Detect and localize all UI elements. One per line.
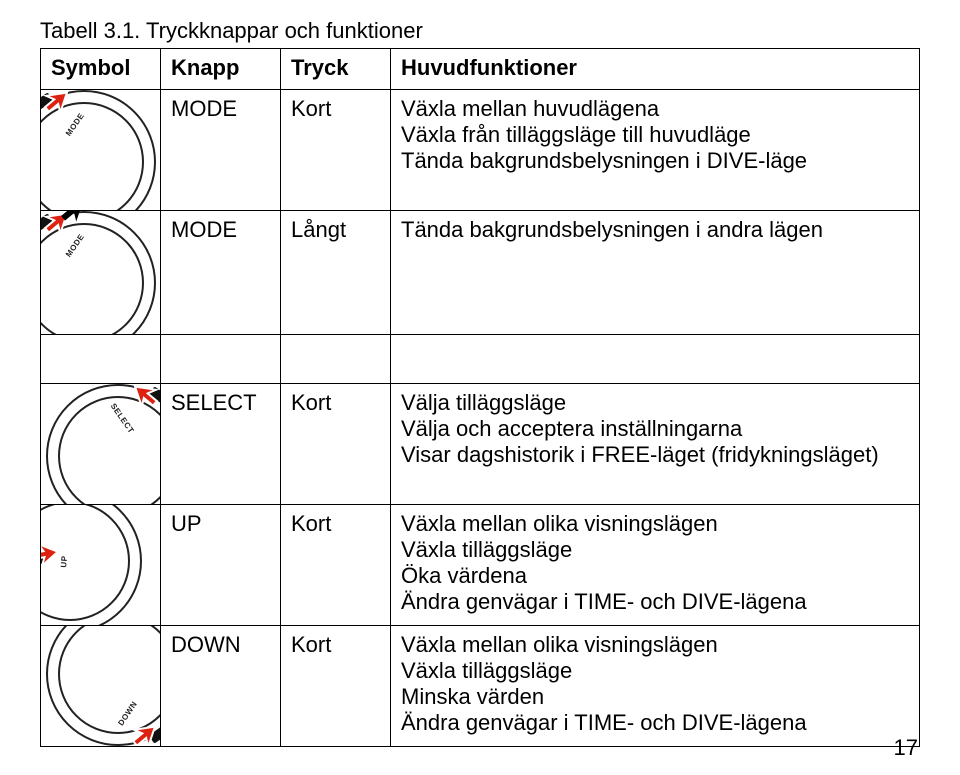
knapp-cell: MODE [161,211,281,335]
funcs-cell: Växla mellan olika visningslägen Växla t… [391,626,920,747]
up-button-icon: UP [48,509,154,621]
func-line: Växla tilläggsläge [401,658,909,684]
table-row: MODE MODE Kort Växla mellan huvudlägena … [41,90,920,211]
knapp-cell: MODE [161,90,281,211]
tryck-cell: Kort [281,384,391,505]
symbol-cell: SELECT [41,384,161,505]
table-row: DOWN DOWN Kort Växla mellan olika visnin… [41,626,920,747]
col-header-huvud: Huvudfunktioner [391,49,920,90]
col-header-knapp: Knapp [161,49,281,90]
func-line: Växla mellan huvudlägena [401,96,909,122]
funcs-cell: Växla mellan olika visningslägen Växla t… [391,505,920,626]
knapp-cell: DOWN [161,626,281,747]
func-line: Minska värden [401,684,909,710]
func-line: Tända bakgrundsbelysningen i andra lägen [401,217,909,243]
document-page: Tabell 3.1. Tryckknappar och funktioner … [0,0,960,747]
symbol-cell: MODE [41,211,161,335]
func-line: Växla från tilläggsläge till huvudläge [401,122,909,148]
select-button-icon: SELECT [48,388,154,500]
knapp-cell: SELECT [161,384,281,505]
func-line: Ändra genvägar i TIME- och DIVE-lägena [401,710,909,736]
table-row: UP UP Kort Växla mellan olika visningslä… [41,505,920,626]
page-number: 17 [894,735,918,761]
table-title: Tabell 3.1. Tryckknappar och funktioner [40,18,920,44]
mode-button-long-icon: MODE [48,215,154,327]
col-header-tryck: Tryck [281,49,391,90]
symbol-cell: MODE [41,90,161,211]
tryck-cell: Kort [281,505,391,626]
func-line: Visar dagshistorik i FREE-läget (fridykn… [401,442,909,468]
table-gap-row [41,335,920,384]
down-button-icon: DOWN [48,630,154,742]
funcs-cell: Tända bakgrundsbelysningen i andra lägen [391,211,920,335]
symbol-cell: DOWN [41,626,161,747]
func-line: Öka värdena [401,563,909,589]
mode-button-icon: MODE [48,94,154,206]
tryck-cell: Kort [281,90,391,211]
funcs-cell: Välja tilläggsläge Välja och acceptera i… [391,384,920,505]
symbol-cell: UP [41,505,161,626]
table-row: SELECT SELECT Kort Välja tilläggsläge Vä… [41,384,920,505]
col-header-symbol: Symbol [41,49,161,90]
functions-table: Symbol Knapp Tryck Huvudfunktioner MODE [40,48,920,747]
knapp-cell: UP [161,505,281,626]
table-row: MODE MODE Långt Tända bakgrundsbelysning… [41,211,920,335]
func-line: Växla mellan olika visningslägen [401,632,909,658]
func-line: Tända bakgrundsbelysningen i DIVE-läge [401,148,909,174]
table-header-row: Symbol Knapp Tryck Huvudfunktioner [41,49,920,90]
tryck-cell: Kort [281,626,391,747]
func-line: Växla tilläggsläge [401,537,909,563]
func-line: Ändra genvägar i TIME- och DIVE-lägena [401,589,909,615]
func-line: Välja och acceptera inställningarna [401,416,909,442]
func-line: Växla mellan olika visningslägen [401,511,909,537]
tryck-cell: Långt [281,211,391,335]
funcs-cell: Växla mellan huvudlägena Växla från till… [391,90,920,211]
func-line: Välja tilläggsläge [401,390,909,416]
